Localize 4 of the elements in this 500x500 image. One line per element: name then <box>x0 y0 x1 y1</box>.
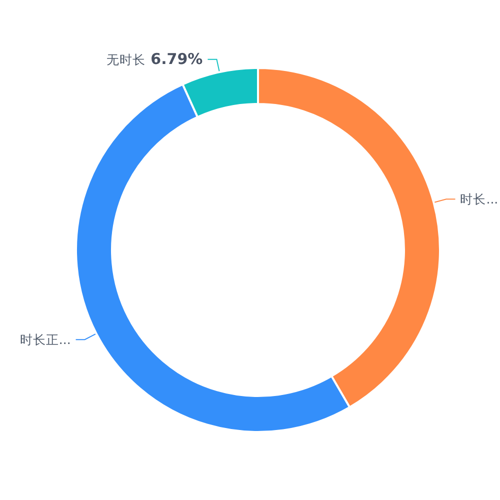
data-label: 6.79% <box>150 50 203 68</box>
slice-label: 无时长 <box>106 52 146 67</box>
slice-label: 时长正... <box>20 332 71 347</box>
slice-label: 时长... <box>460 192 498 207</box>
